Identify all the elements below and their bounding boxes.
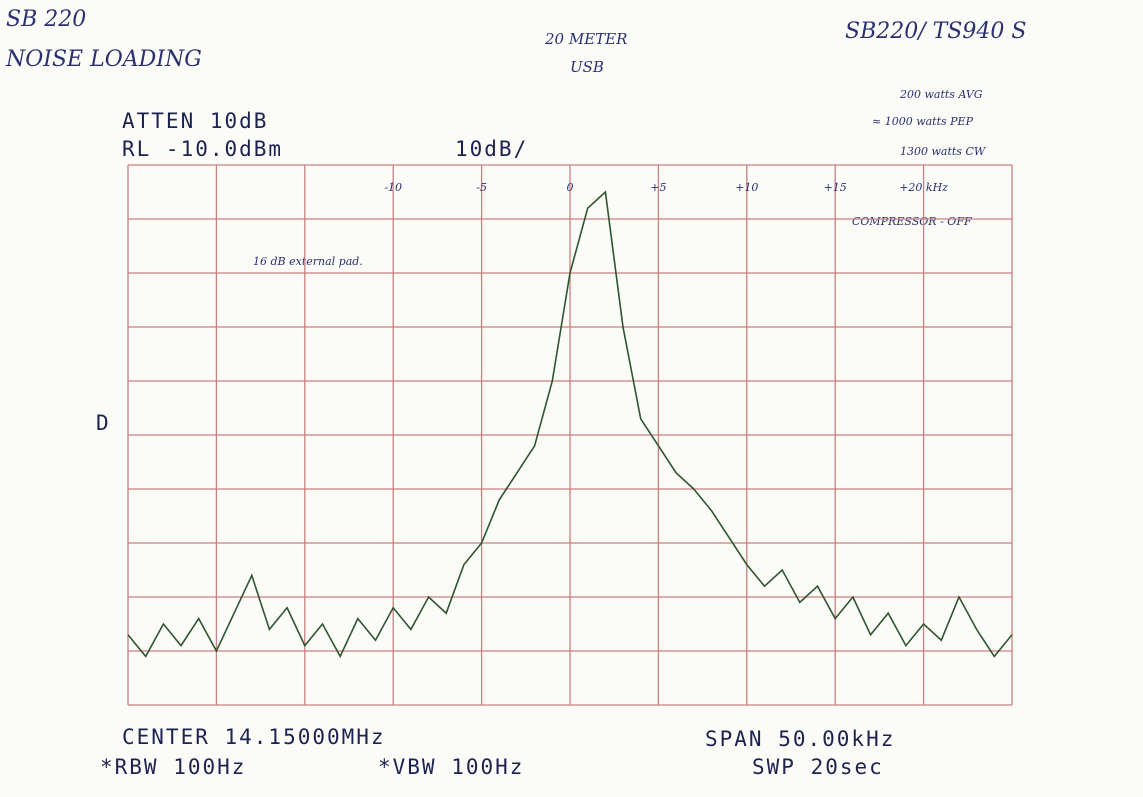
atten: ATTEN 10dB [122, 109, 268, 133]
annotation: NOISE LOADING [5, 47, 202, 72]
rbw: *RBW 100Hz [100, 755, 246, 779]
annotation: 200 watts AVG [899, 88, 983, 101]
annotation: 1300 watts CW [900, 145, 987, 158]
span: SPAN 50.00kHz [705, 727, 895, 751]
x-tick-label: +5 [650, 181, 666, 194]
sweep: SWP 20sec [752, 755, 884, 779]
ref-level: RL -10.0dBm [122, 137, 283, 161]
annotation: SB 220 [6, 7, 86, 32]
trace [127, 190, 1013, 659]
annotation: ≈ 1000 watts PEP [872, 115, 974, 128]
x-tick-label: -10 [384, 181, 402, 194]
annotation: 16 dB external pad. [253, 255, 363, 268]
x-tick-label: +10 [735, 181, 758, 194]
center: CENTER 14.15000MHz [122, 725, 386, 749]
annotation: 20 METER [544, 30, 627, 48]
vbw: *VBW 100Hz [378, 755, 524, 779]
annotation: USB [570, 58, 604, 76]
x-tick-label: 0 [567, 181, 574, 194]
x-tick-label: +20 kHz [899, 181, 948, 194]
annotation: SB220/ TS940 S [845, 19, 1026, 44]
scale: 10dB/ [455, 137, 528, 161]
annotation: COMPRESSOR - OFF [852, 215, 972, 228]
x-tick-label: +15 [824, 181, 847, 194]
x-tick-label: -5 [476, 181, 487, 194]
marker: D [96, 411, 111, 435]
